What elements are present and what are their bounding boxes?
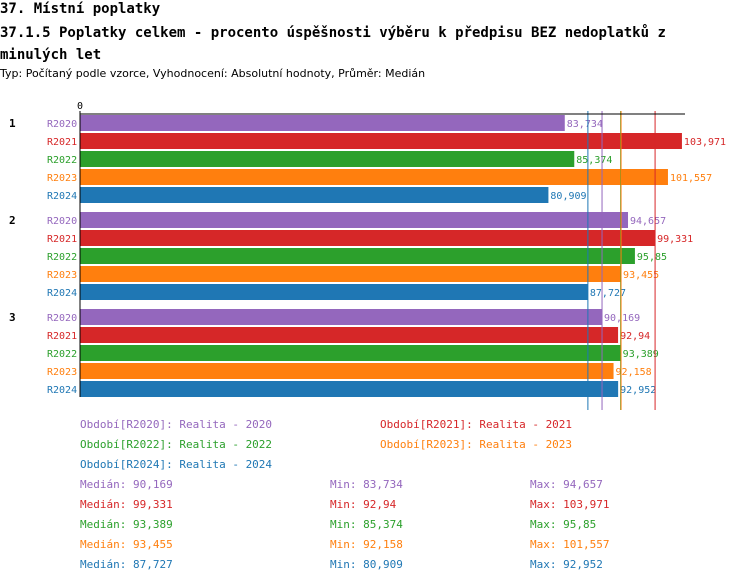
value-label-g2-r2022: 95,85 (637, 252, 667, 263)
bar-chart: 0 1 R2020 83,734 R2021 103,971 R2022 85,374 R202… (9, 101, 726, 410)
bar-g1-r2023 (80, 169, 668, 185)
stat-max-r2021: Max: 103,971 (530, 498, 610, 511)
series-label-g1-r2022: R2022 (47, 155, 77, 166)
series-label-g3-r2021: R2021 (47, 331, 77, 342)
value-label-g2-r2023: 93,455 (623, 270, 659, 281)
bar-g2-r2020 (80, 212, 629, 228)
value-label-g2-r2024: 87,727 (590, 288, 626, 299)
series-label-g1-r2023: R2023 (47, 173, 77, 184)
series-label-g3-r2022: R2022 (47, 349, 77, 360)
series-label-g1-r2021: R2021 (47, 137, 77, 148)
series-label-g3-r2020: R2020 (47, 313, 77, 324)
legend-item-r2021: Období[R2021]: Realita - 2021 (380, 418, 573, 431)
value-label-g3-r2023: 92,158 (616, 367, 652, 378)
series-label-g2-r2021: R2021 (47, 234, 77, 245)
value-label-g3-r2020: 90,169 (604, 313, 640, 324)
series-label-g1-r2020: R2020 (47, 119, 77, 130)
bar-g3-r2022 (80, 345, 621, 361)
chart-type-description: Typ: Počítaný podle vzorce, Vyhodnocení:… (0, 67, 426, 80)
stat-max-r2022: Max: 95,85 (530, 518, 597, 531)
stat-max-r2023: Max: 101,557 (530, 538, 610, 551)
stat-median-r2020: Medián: 90,169 (80, 478, 173, 491)
series-label-g2-r2022: R2022 (47, 252, 77, 263)
value-label-g3-r2022: 93,389 (623, 349, 659, 360)
stat-median-r2022: Medián: 93,389 (80, 518, 173, 531)
stat-min-r2021: Min: 92,94 (330, 498, 397, 511)
bar-g2-r2022 (80, 248, 635, 264)
stat-median-r2024: Medián: 87,727 (80, 558, 173, 571)
bar-g3-r2024 (80, 381, 619, 397)
stat-max-r2020: Max: 94,657 (530, 478, 603, 491)
legend-item-r2020: Období[R2020]: Realita - 2020 (80, 418, 273, 431)
bar-g2-r2024 (80, 284, 588, 300)
stat-min-r2024: Min: 80,909 (330, 558, 403, 571)
value-label-g2-r2020: 94,657 (630, 216, 666, 227)
stat-median-r2021: Medián: 99,331 (80, 498, 173, 511)
value-label-g1-r2024: 80,909 (550, 191, 586, 202)
bar-g3-r2023 (80, 363, 614, 379)
bar-g3-r2021 (80, 327, 619, 343)
bar-g2-r2021 (80, 230, 656, 246)
group-label-2: 2 (9, 214, 16, 227)
bar-g3-r2020 (80, 309, 603, 325)
legend-item-r2023: Období[R2023]: Realita - 2023 (380, 438, 573, 451)
bar-g2-r2023 (80, 266, 622, 282)
group-label-3: 3 (9, 311, 16, 324)
page-title: 37. Místní poplatky (0, 1, 161, 17)
bar-g1-r2021 (80, 133, 682, 149)
series-label-g2-r2020: R2020 (47, 216, 77, 227)
stat-min-r2023: Min: 92,158 (330, 538, 403, 551)
legend-item-r2022: Období[R2022]: Realita - 2022 (80, 438, 273, 451)
stat-max-r2024: Max: 92,952 (530, 558, 603, 571)
series-label-g2-r2023: R2023 (47, 270, 77, 281)
series-label-g3-r2024: R2024 (47, 385, 77, 396)
stat-min-r2020: Min: 83,734 (330, 478, 403, 491)
value-label-g3-r2024: 92,952 (620, 385, 656, 396)
stat-min-r2022: Min: 85,374 (330, 518, 403, 531)
value-label-g1-r2021: 103,971 (684, 137, 726, 148)
value-label-g2-r2021: 99,331 (657, 234, 693, 245)
axis-zero-label: 0 (77, 101, 83, 112)
chart-title: 37.1.5 Poplatky celkem - procento úspěšn… (0, 25, 666, 63)
series-label-g3-r2023: R2023 (47, 367, 77, 378)
value-label-g1-r2020: 83,734 (567, 119, 603, 130)
group-label-1: 1 (9, 117, 16, 130)
bar-g1-r2024 (80, 187, 549, 203)
bar-g1-r2020 (80, 115, 565, 131)
series-label-g1-r2024: R2024 (47, 191, 77, 202)
bar-g1-r2022 (80, 151, 575, 167)
value-label-g3-r2021: 92,94 (620, 331, 650, 342)
legend-item-r2024: Období[R2024]: Realita - 2024 (80, 458, 273, 471)
value-label-g1-r2022: 85,374 (576, 155, 612, 166)
value-label-g1-r2023: 101,557 (670, 173, 712, 184)
series-label-g2-r2024: R2024 (47, 288, 77, 299)
stat-median-r2023: Medián: 93,455 (80, 538, 173, 551)
